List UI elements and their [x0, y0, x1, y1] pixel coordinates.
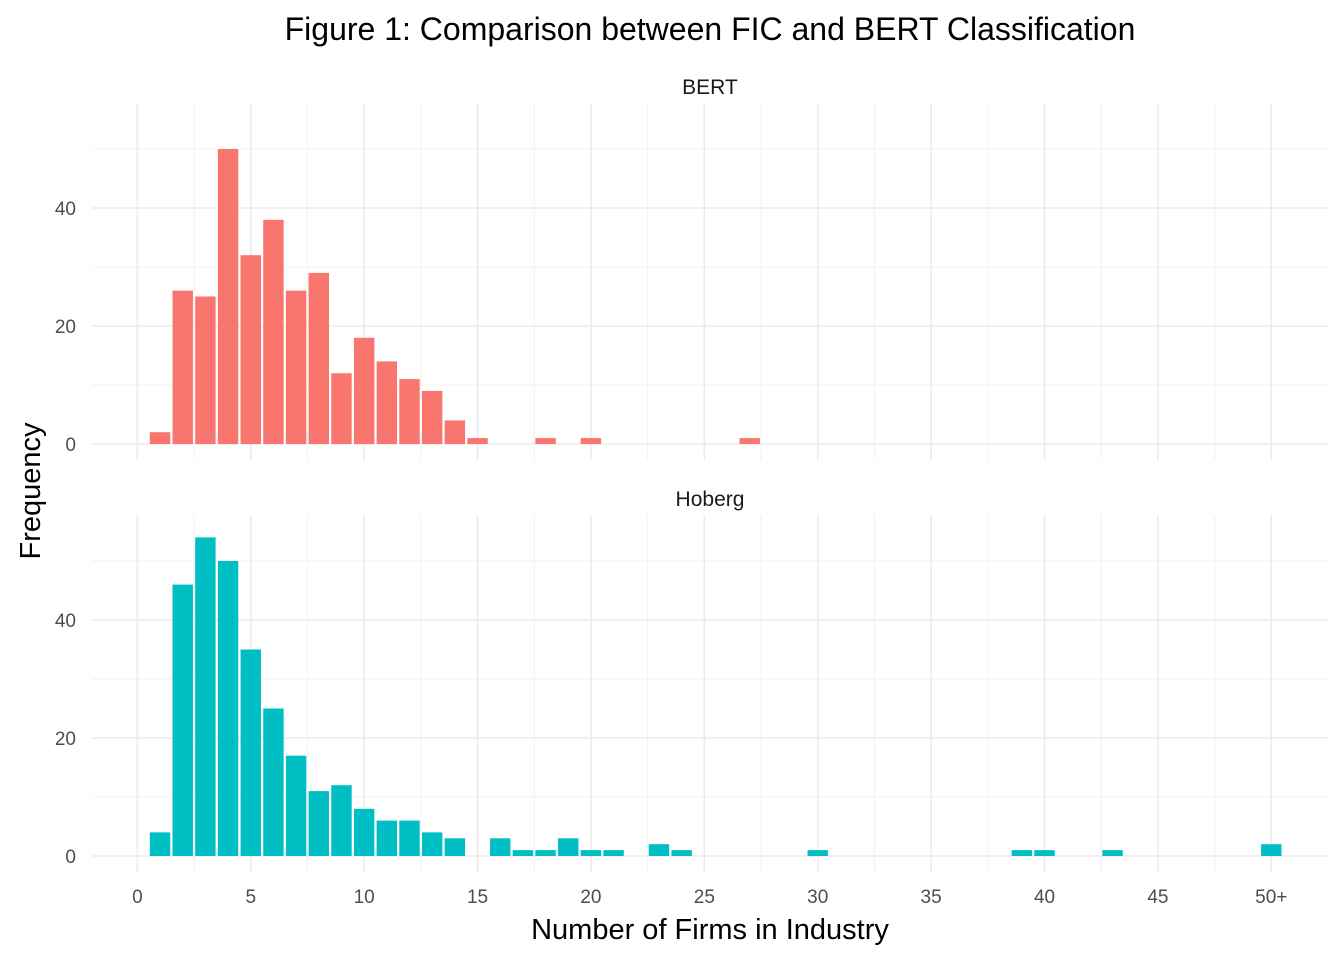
x-tick-label: 50+ [1255, 887, 1287, 908]
bar [444, 838, 466, 856]
bar [195, 537, 216, 856]
bar [331, 785, 352, 856]
x-tick-label: 10 [354, 887, 375, 908]
y-tick-label: 0 [65, 435, 76, 456]
facet-strip-label: Hoberg [676, 488, 745, 511]
bar [308, 272, 329, 444]
bar [671, 850, 692, 856]
bar [263, 708, 284, 856]
bar [172, 290, 193, 444]
y-tick-label: 20 [55, 317, 76, 338]
bar [421, 390, 443, 444]
bar [580, 438, 602, 444]
x-tick-label: 15 [467, 887, 488, 908]
bar [376, 361, 398, 444]
bar [807, 850, 828, 856]
bar [535, 438, 556, 444]
chart-title: Figure 1: Comparison between FIC and BER… [285, 11, 1136, 47]
bar [1011, 850, 1033, 856]
bar [512, 850, 534, 856]
x-tick-label: 45 [1147, 887, 1168, 908]
y-tick-label: 0 [65, 847, 76, 868]
x-tick-label: 40 [1034, 887, 1055, 908]
bar [739, 438, 760, 444]
bar [308, 791, 329, 856]
bar [353, 337, 375, 444]
bar [149, 432, 171, 444]
bar [558, 838, 579, 856]
bar [1261, 844, 1282, 856]
bar [285, 755, 307, 856]
series-bert [149, 149, 760, 444]
bar [240, 649, 261, 856]
bar [353, 808, 375, 856]
bar [217, 149, 239, 444]
y-tick-label: 40 [55, 611, 76, 632]
bar [580, 850, 602, 856]
x-tick-label: 5 [245, 887, 256, 908]
y-axis-title: Frequency [15, 422, 47, 560]
x-axis: 0 5 10 15 20 25 30 35 40 45 50+ [132, 887, 1287, 908]
bar [444, 420, 466, 444]
series-hoberg [149, 537, 1282, 856]
bar [376, 820, 398, 856]
x-tick-label: 20 [580, 887, 601, 908]
bar [399, 379, 420, 444]
x-axis-title: Number of Firms in Industry [531, 914, 889, 946]
y-tick-label: 20 [55, 729, 76, 750]
bar [195, 296, 216, 444]
x-tick-label: 25 [694, 887, 715, 908]
y-tick-label: 40 [55, 199, 76, 220]
bar [603, 850, 624, 856]
grid-layer [92, 103, 1328, 872]
x-tick-label: 35 [921, 887, 942, 908]
bar [217, 561, 239, 856]
bar [535, 850, 556, 856]
bar [263, 219, 284, 444]
x-tick-label: 0 [132, 887, 143, 908]
bar [149, 832, 171, 856]
bar [331, 373, 352, 444]
facet-strip-label: BERT [682, 76, 738, 99]
bar [240, 255, 261, 444]
bar [490, 838, 511, 856]
x-tick-label: 30 [807, 887, 828, 908]
bar [648, 844, 670, 856]
bar [1102, 850, 1123, 856]
facet-panels: 0 20 40 BERT 0 20 40 Hoberg [55, 76, 1282, 868]
bar [285, 290, 307, 444]
bar [1034, 850, 1055, 856]
bar [421, 832, 443, 856]
bar [172, 584, 193, 856]
bar [399, 820, 420, 856]
bar [467, 438, 488, 444]
